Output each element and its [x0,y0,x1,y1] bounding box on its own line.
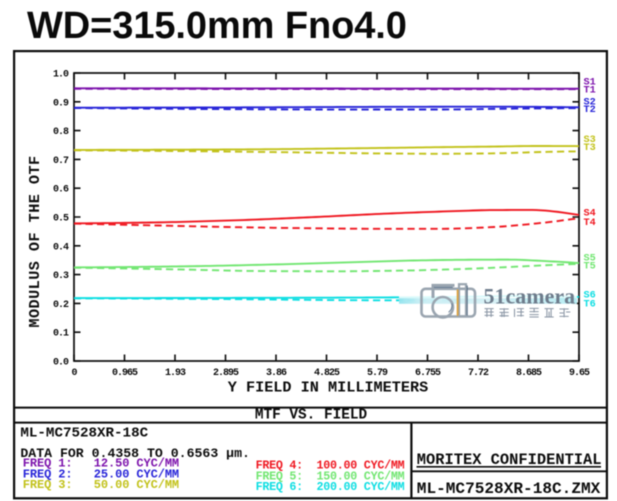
svg-text:0.965: 0.965 [112,368,138,379]
svg-text:8.685: 8.685 [516,368,542,379]
svg-text:S5: S5 [584,254,596,265]
svg-text:FREQ 1: 12.50 CYC/MM: FREQ 1: 12.50 CYC/MM [23,457,179,471]
svg-text:6.755: 6.755 [415,368,441,379]
svg-text:DATA FOR 0.4358 TO 0.6563 µm.: DATA FOR 0.4358 TO 0.6563 µm. [20,446,250,461]
svg-text:T5: T5 [584,262,596,273]
svg-text:T3: T3 [584,143,596,154]
svg-text:0.4: 0.4 [53,242,69,253]
svg-text:Y FIELD IN MILLIMETERS: Y FIELD IN MILLIMETERS [228,379,429,397]
svg-text:0.2: 0.2 [53,300,69,311]
svg-text:S2: S2 [584,98,596,109]
svg-text:0: 0 [71,368,77,379]
svg-text:T4: T4 [584,218,596,229]
svg-text:MODULUS OF THE OTF: MODULUS OF THE OTF [26,155,44,327]
svg-text:3.86: 3.86 [266,368,287,379]
svg-text:0.8: 0.8 [53,127,69,138]
svg-text:1.93: 1.93 [165,368,186,379]
svg-text:0.7: 0.7 [53,156,69,167]
svg-text:9.65: 9.65 [569,368,590,379]
svg-text:ML-MC7528XR-18C: ML-MC7528XR-18C [20,425,148,441]
svg-text:FREQ 4: 100.00 CYC/MM: FREQ 4: 100.00 CYC/MM [256,459,405,473]
svg-text:0.9: 0.9 [53,98,69,109]
svg-text:S1: S1 [584,78,596,89]
svg-text:0.3: 0.3 [53,271,69,282]
svg-text:ML-MC7528XR-18C.ZMX: ML-MC7528XR-18C.ZMX [417,480,601,498]
svg-text:7.72: 7.72 [468,368,489,379]
svg-text:FREQ 3: 50.00 CYC/MM: FREQ 3: 50.00 CYC/MM [23,478,179,492]
svg-text:T2: T2 [584,105,596,116]
svg-text:2.895: 2.895 [213,368,239,379]
svg-text:S4: S4 [584,208,596,219]
svg-text:0.5: 0.5 [53,214,69,225]
svg-text:S3: S3 [584,135,596,146]
svg-text:5.79: 5.79 [367,368,388,379]
svg-text:4.825: 4.825 [314,368,340,379]
svg-text:FREQ 2: 25.00 CYC/MM: FREQ 2: 25.00 CYC/MM [23,467,179,481]
svg-text:T6: T6 [584,300,596,311]
svg-text:S6: S6 [584,291,596,302]
svg-text:FREQ 5: 150.00 CYC/MM: FREQ 5: 150.00 CYC/MM [256,469,405,483]
svg-text:0.1: 0.1 [53,329,69,340]
svg-text:0.6: 0.6 [53,185,69,196]
svg-text:FREQ 6: 200.00 CYC/MM: FREQ 6: 200.00 CYC/MM [256,480,405,494]
svg-text:MTF VS. FIELD: MTF VS. FIELD [255,408,368,424]
svg-text:MORITEX CONFIDENTIAL: MORITEX CONFIDENTIAL [417,451,602,469]
svg-text:1.0: 1.0 [53,70,69,81]
svg-text:0.0: 0.0 [53,358,69,369]
svg-text:51camera: 51camera [484,284,576,309]
svg-text:T1: T1 [584,85,596,96]
